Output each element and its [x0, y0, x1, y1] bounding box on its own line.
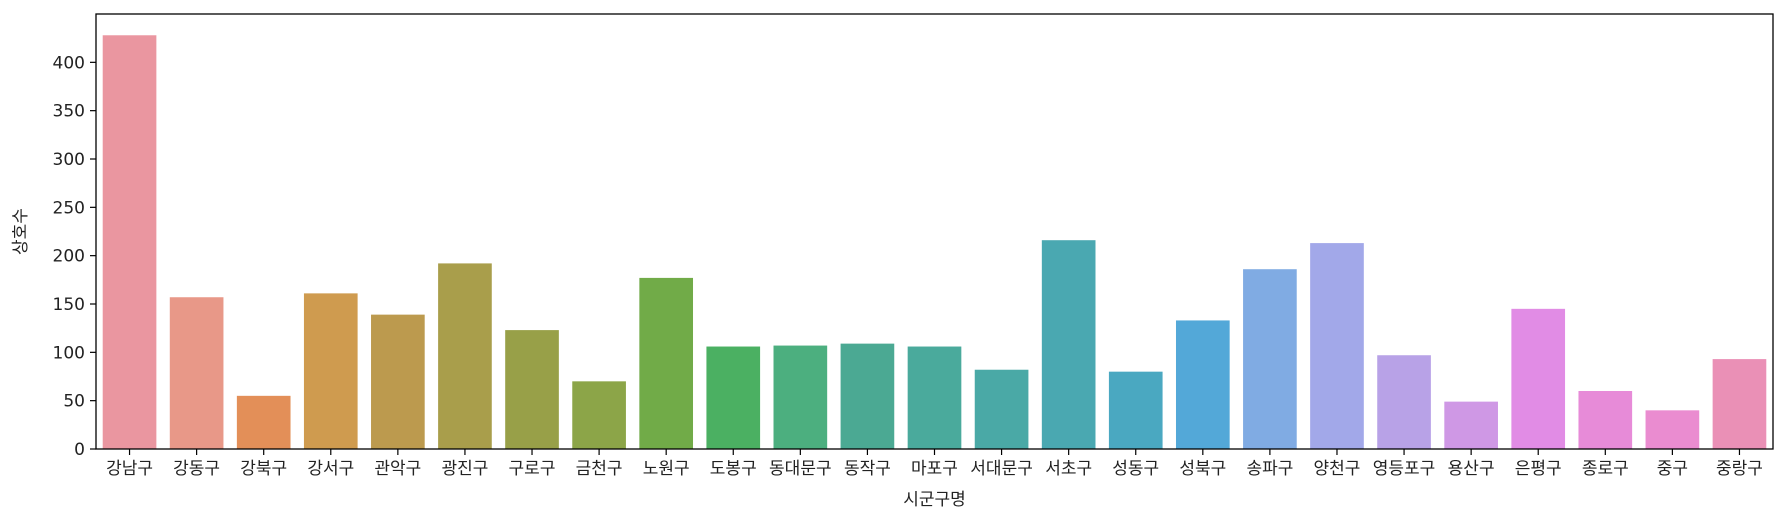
- x-tick-label-23: 중구: [1657, 459, 1688, 479]
- bar-5: [438, 263, 492, 449]
- bar-2: [236, 395, 291, 449]
- x-tick-label-17: 송파구: [1246, 459, 1293, 479]
- x-tick-label-5: 광진구: [441, 459, 488, 479]
- x-axis: 강남구 강동구 강북구 강서구 관악구 광진구 구로구 금천구 노원구 도봉구 동대문구 동작구 마포구…: [106, 449, 1763, 479]
- x-tick-label-1: 강동구: [173, 459, 220, 479]
- y-tick-label-6: 300: [53, 150, 85, 170]
- x-tick-label-10: 동대문구: [769, 459, 832, 479]
- y-tick-label-3: 150: [53, 295, 85, 315]
- bar-18: [1310, 243, 1364, 449]
- bar-7: [572, 381, 626, 449]
- y-tick-label-0: 0: [74, 440, 85, 460]
- x-tick-label-4: 관악구: [374, 459, 421, 479]
- x-tick-label-21: 은평구: [1515, 459, 1562, 479]
- bar-20: [1444, 401, 1498, 449]
- x-tick-label-24: 중랑구: [1716, 459, 1763, 479]
- bar-0: [102, 35, 157, 450]
- x-tick-label-0: 강남구: [106, 459, 153, 479]
- x-tick-label-7: 금천구: [576, 459, 623, 479]
- y-axis: 0 50 100 150 200 250 300 350 400: [53, 53, 96, 460]
- bar-11: [840, 343, 895, 449]
- x-tick-label-15: 성동구: [1112, 459, 1159, 479]
- x-axis-label: 시군구명: [903, 490, 966, 510]
- bar-19: [1377, 355, 1431, 449]
- bar-9: [706, 346, 761, 449]
- y-tick-label-4: 200: [53, 247, 85, 267]
- bar-3: [303, 293, 358, 449]
- x-tick-label-9: 도봉구: [710, 459, 757, 479]
- x-tick-label-8: 노원구: [643, 459, 690, 479]
- bar-22: [1578, 391, 1633, 449]
- x-tick-label-13: 서대문구: [970, 459, 1033, 479]
- x-tick-label-11: 동작구: [844, 459, 891, 479]
- bar-13: [974, 369, 1029, 449]
- bar-16: [1175, 320, 1230, 449]
- x-tick-label-22: 종로구: [1582, 459, 1629, 479]
- bar-17: [1243, 269, 1297, 449]
- bar-21: [1511, 308, 1566, 449]
- y-tick-label-5: 250: [53, 198, 85, 218]
- x-tick-label-3: 강서구: [307, 459, 354, 479]
- x-tick-label-12: 마포구: [911, 459, 958, 479]
- bar-10: [773, 345, 828, 449]
- bar-12: [907, 346, 962, 449]
- y-tick-label-2: 100: [53, 343, 85, 363]
- bars-group: [102, 35, 1767, 450]
- x-tick-label-14: 서초구: [1045, 459, 1092, 479]
- x-tick-label-20: 용산구: [1448, 459, 1495, 479]
- x-tick-label-6: 구로구: [509, 459, 556, 479]
- plot-frame: [95, 13, 1774, 450]
- x-tick-label-19: 영등포구: [1373, 459, 1436, 479]
- x-tick-label-18: 양천구: [1314, 459, 1361, 479]
- bar-24: [1712, 359, 1767, 449]
- bar-4: [371, 314, 425, 449]
- bar-23: [1645, 410, 1700, 449]
- bar-8: [639, 277, 694, 449]
- x-tick-label-2: 강북구: [240, 459, 287, 479]
- y-tick-label-1: 50: [63, 392, 85, 412]
- x-tick-label-16: 성북구: [1179, 459, 1226, 479]
- y-tick-label-8: 400: [53, 53, 85, 73]
- y-axis-label: 상호수: [11, 208, 31, 255]
- bar-1: [169, 297, 224, 449]
- bar-15: [1108, 371, 1163, 449]
- bar-6: [505, 330, 559, 449]
- y-tick-label-7: 350: [53, 102, 85, 122]
- bar-14: [1041, 240, 1096, 449]
